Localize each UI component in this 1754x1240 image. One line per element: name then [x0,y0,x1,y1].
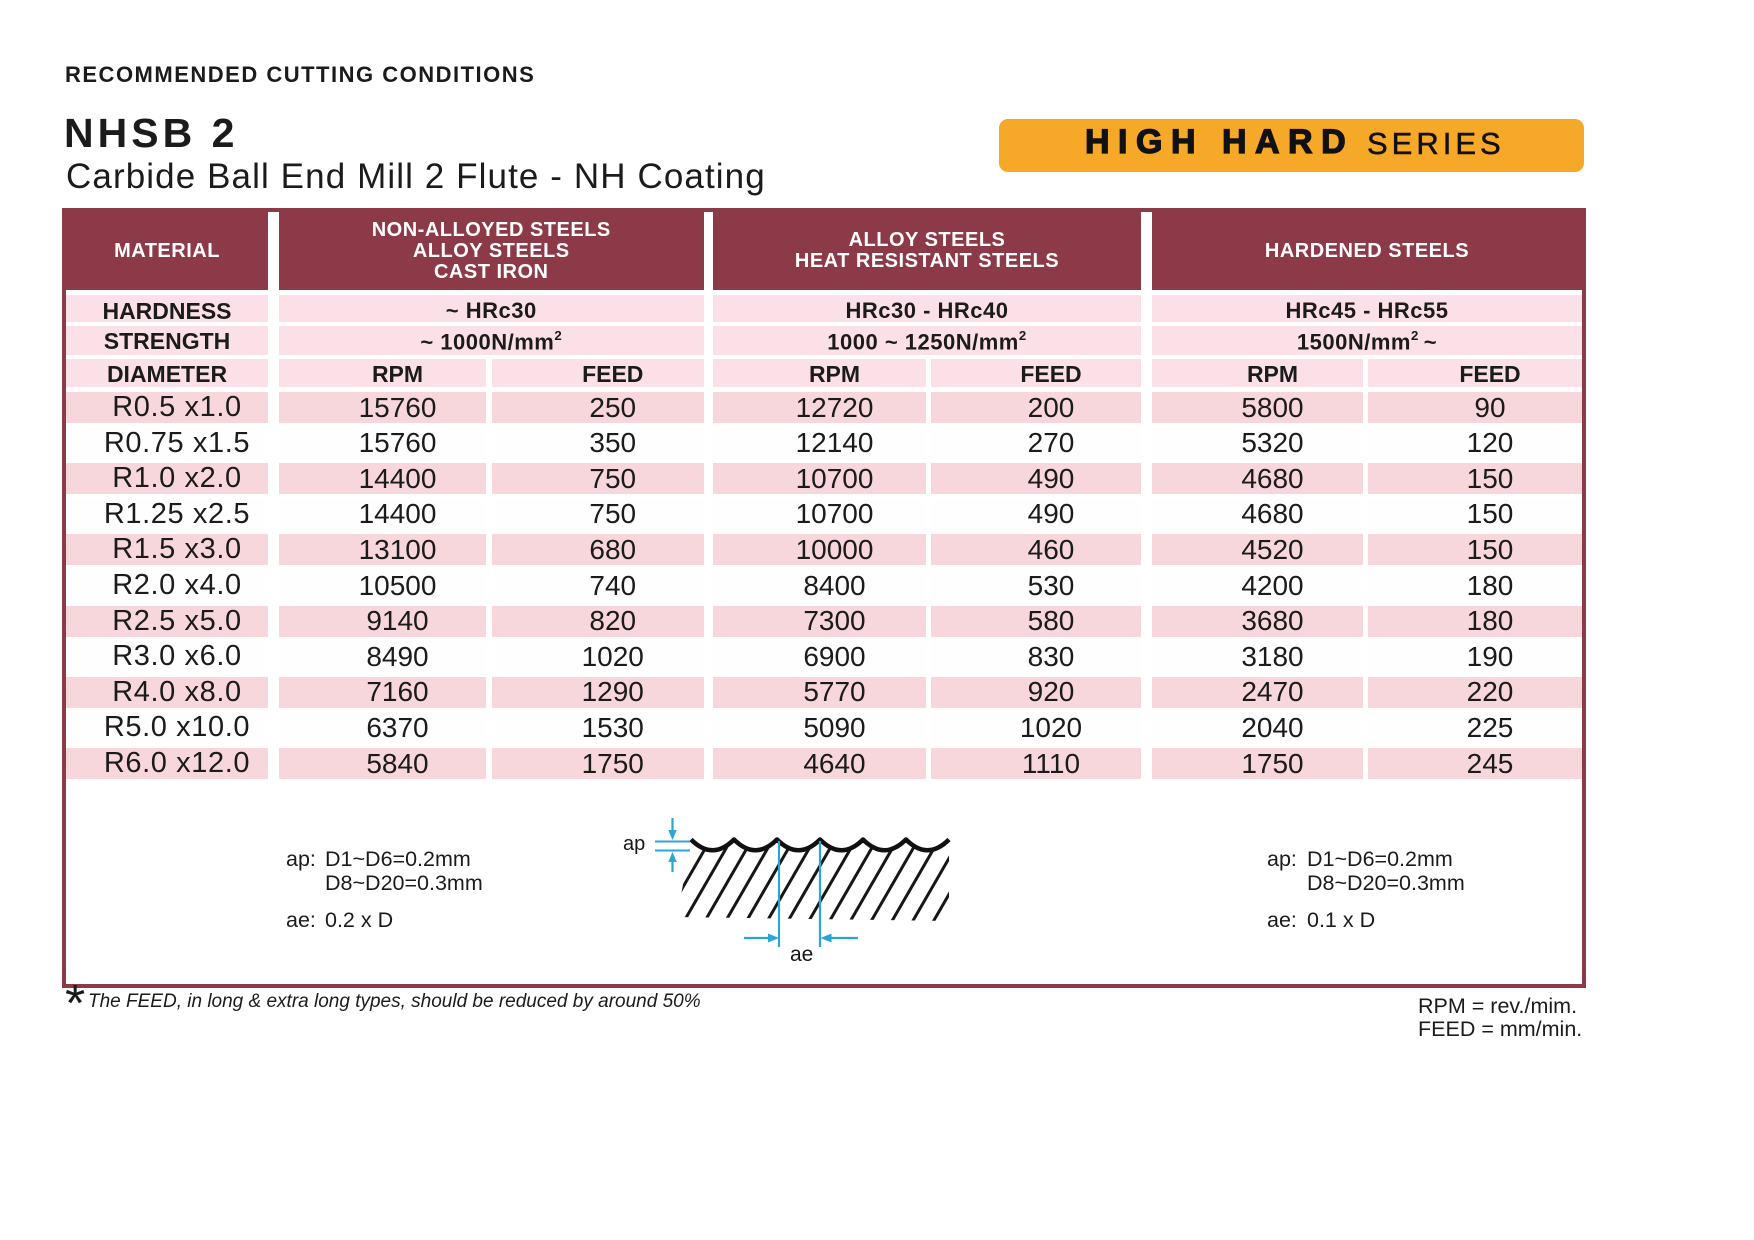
svg-text:ap: ap [623,833,645,855]
svg-text:ae: ae [790,943,813,966]
